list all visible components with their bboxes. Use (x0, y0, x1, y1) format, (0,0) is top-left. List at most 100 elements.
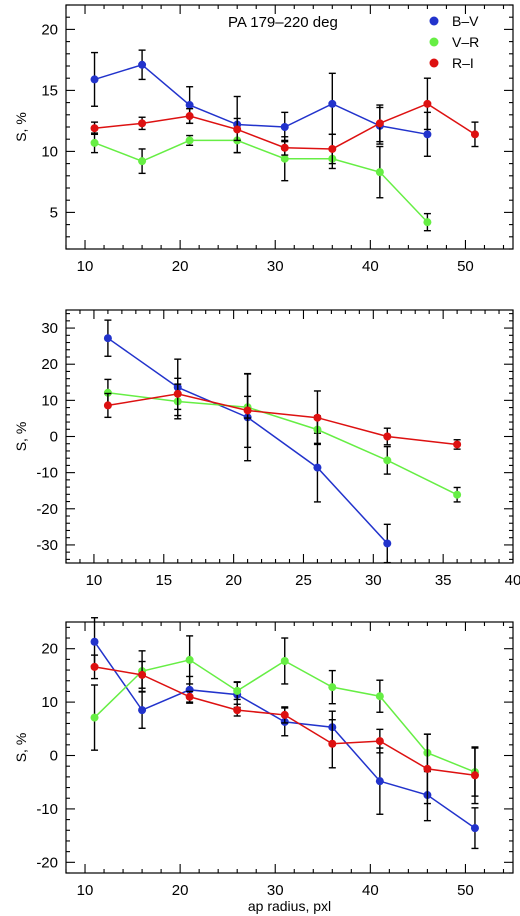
data-point (328, 739, 337, 748)
data-point (103, 388, 112, 397)
data-point (423, 218, 432, 227)
data-point (313, 413, 322, 422)
y-tick-label: 15 (41, 82, 58, 99)
data-point (280, 710, 289, 719)
data-point (328, 99, 337, 108)
data-point (233, 686, 242, 695)
data-point (280, 123, 289, 131)
data-point (470, 771, 479, 780)
y-tick-label: -20 (36, 501, 58, 518)
series-r-i (103, 372, 462, 450)
x-tick-label: 20 (172, 258, 189, 275)
y-axis-label: S, % (13, 112, 29, 142)
data-point (185, 101, 194, 110)
data-point (173, 389, 182, 398)
y-tick-label: 0 (50, 429, 58, 446)
y-tick-label: 10 (41, 143, 58, 160)
data-point (375, 777, 384, 786)
data-point (470, 130, 479, 139)
data-point (90, 713, 99, 722)
y-axis-label: S, % (13, 733, 29, 763)
data-point (103, 334, 112, 343)
data-point (375, 692, 384, 701)
data-point (90, 75, 99, 84)
panel-bottom: 10 20 30 40 50 -20 -10 0 10 20 S, % ap radius, pxl (13, 617, 514, 914)
y-tick-label: -20 (36, 854, 58, 871)
data-point (328, 144, 337, 153)
y-axis-label: S, % (13, 422, 29, 452)
data-point (423, 130, 432, 139)
y-tick-label: 0 (50, 748, 58, 765)
legend-marker (429, 58, 439, 68)
series-line (94, 63, 428, 136)
plot-frame (65, 4, 514, 250)
series-line (94, 139, 428, 223)
y-tick-label: 10 (41, 392, 58, 409)
data-point (233, 125, 242, 134)
panel-title: PA 179–220 deg (228, 14, 338, 31)
x-tick-label: 15 (155, 572, 172, 589)
x-tick-label: 30 (267, 882, 284, 899)
data-point (453, 490, 462, 499)
data-point (185, 692, 194, 701)
series-r-i (90, 77, 479, 165)
x-tick-label: 10 (77, 258, 94, 275)
data-point (470, 824, 479, 833)
data-point (185, 136, 194, 145)
x-tick-label: 10 (86, 572, 103, 589)
series-line (107, 392, 458, 496)
legend-marker (429, 37, 439, 47)
y-tick-label: 5 (50, 204, 58, 221)
data-point (375, 168, 384, 177)
x-tick-label: 30 (365, 572, 382, 589)
x-tick-label: 10 (77, 882, 94, 899)
data-point (103, 401, 112, 410)
data-point (90, 662, 99, 671)
data-point (138, 157, 147, 166)
panel-top: 10 20 30 40 50 5 10 15 20 S, % PA 179–220 deg B–V V–… (13, 4, 514, 275)
data-point (185, 655, 194, 664)
data-point (375, 119, 384, 128)
y-tick-label: 10 (41, 694, 58, 711)
x-tick-label: 35 (435, 572, 452, 589)
x-tick-label: 40 (362, 882, 379, 899)
data-point (383, 539, 392, 548)
data-point (280, 154, 289, 163)
data-point (90, 138, 99, 147)
data-point (138, 706, 147, 715)
data-point (233, 706, 242, 715)
data-point (138, 119, 147, 128)
data-point (383, 456, 392, 465)
series-line (107, 393, 458, 446)
data-point (453, 440, 462, 449)
series-r-i (90, 654, 479, 805)
data-point (138, 60, 147, 69)
legend-label: V–R (452, 34, 479, 50)
data-point (185, 112, 194, 121)
data-point (328, 683, 337, 692)
x-tick-label: 40 (362, 258, 379, 275)
x-tick-label: 40 (505, 572, 520, 589)
y-tick-label: -30 (36, 537, 58, 554)
data-point (138, 670, 147, 679)
x-axis-label: ap radius, pxl (248, 898, 331, 914)
data-point (423, 99, 432, 108)
x-tick-label: 25 (295, 572, 312, 589)
y-tick-label: 20 (41, 641, 58, 658)
plot-frame (65, 621, 514, 874)
x-tick-label: 20 (172, 882, 189, 899)
x-tick-label: 20 (225, 572, 242, 589)
x-tick-label: 50 (457, 882, 474, 899)
data-point (243, 406, 252, 415)
data-point (375, 737, 384, 746)
data-point (280, 656, 289, 665)
y-tick-label: 20 (41, 21, 58, 38)
data-point (313, 463, 322, 472)
data-point (90, 124, 99, 133)
series-b-v (90, 49, 432, 157)
legend-marker (429, 16, 439, 26)
plot-frame (65, 309, 514, 564)
y-tick-label: 30 (41, 320, 58, 337)
x-tick-label: 50 (457, 258, 474, 275)
